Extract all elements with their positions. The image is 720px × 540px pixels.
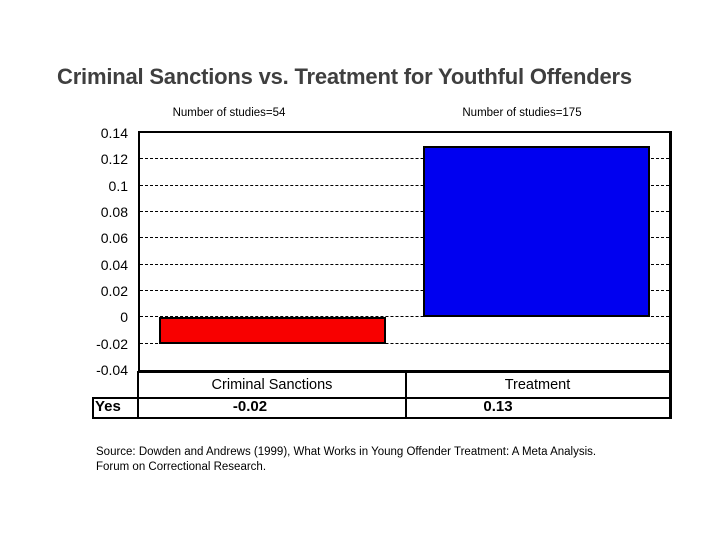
gridline [140, 211, 669, 212]
table-right-border [669, 371, 672, 418]
y-axis-tick: 0.12 [100, 151, 128, 168]
y-axis-tick: -0.04 [96, 362, 128, 378]
source-citation: Source: Dowden and Andrews (1999), What … [96, 445, 656, 475]
table-bottom-line [92, 417, 672, 419]
y-axis-tick: 0.08 [100, 204, 128, 220]
gridline [140, 237, 669, 239]
gridline [140, 316, 669, 318]
table-value-criminal-sanctions: -0.02 [232, 398, 268, 415]
annotation-studies-treatment: Number of studies=175 [462, 107, 582, 119]
category-label-treatment: Treatment [504, 377, 571, 393]
table-row-label: Yes [95, 398, 121, 415]
y-axis-tick: 0.04 [100, 256, 128, 273]
y-axis-tick: 0 [120, 309, 128, 326]
y-axis-tick: -0.02 [96, 335, 128, 352]
row-label-cell-left-border [92, 397, 94, 418]
plot-area [138, 131, 672, 373]
y-axis-tick: 0.1 [108, 177, 128, 194]
y-axis-tick: 0.14 [100, 125, 128, 141]
gridline [140, 342, 669, 344]
gridline [140, 290, 669, 291]
table-value-treatment: 0.13 [483, 398, 513, 415]
bar-criminal-sanctions [158, 317, 386, 344]
source-line-2: Forum on Correctional Research. [96, 461, 267, 473]
gridline [140, 263, 669, 265]
table-header-separator-line [92, 397, 672, 399]
bar-treatment [423, 146, 651, 318]
table-left-border [137, 371, 139, 418]
annotation-studies-criminal-sanctions: Number of studies=54 [172, 107, 286, 119]
y-axis-tick: 0.06 [100, 230, 128, 247]
slide-title: Criminal Sanctions vs. Treatment for You… [57, 64, 632, 89]
gridline [140, 158, 669, 160]
y-axis-tick: 0.02 [100, 283, 128, 299]
source-line-1: Source: Dowden and Andrews (1999), What … [96, 446, 597, 458]
category-label-criminal-sanctions: Criminal Sanctions [211, 377, 333, 393]
gridline [140, 184, 669, 186]
table-column-divider [405, 373, 407, 418]
